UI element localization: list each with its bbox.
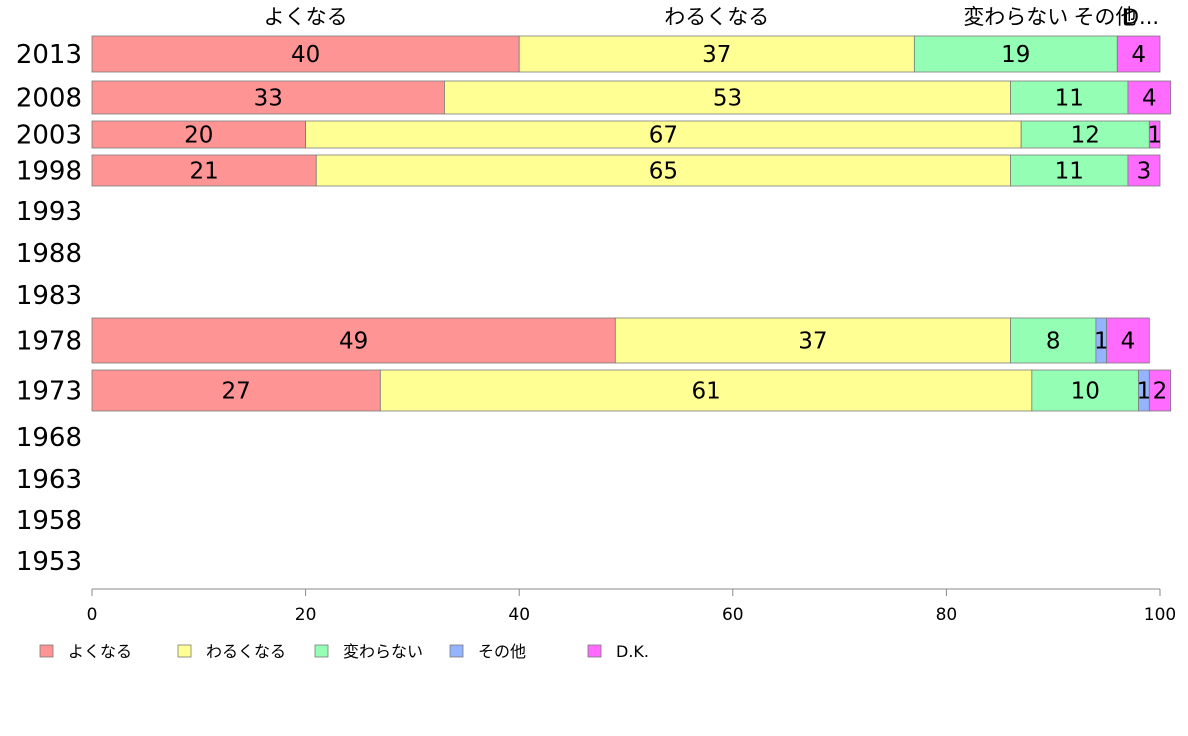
bar-segment [379,369,1033,412]
bar-segment [1010,317,1097,364]
bar-value-label: 4 [1131,42,1146,68]
bar-value-label: 53 [713,86,742,112]
year-label: 1988 [16,239,82,269]
bar-value-label: 1 [1094,329,1109,355]
bar-segment [1010,154,1129,187]
year-label: 1968 [16,423,82,453]
year-label: 1998 [16,157,82,187]
bar-segment [91,317,616,364]
top-category-label: わるくなる [664,5,769,29]
bar-segment [1127,154,1161,187]
x-tick-label: 0 [87,605,98,625]
x-tick-label: 40 [508,605,530,625]
year-label: 1973 [16,377,82,407]
year-label: 2013 [16,40,82,70]
year-label: 1978 [16,327,82,357]
bar-segment [91,154,317,187]
bar-value-label: 11 [1055,159,1084,185]
top-category-label: 変わらない [963,5,1068,29]
bar-value-label: 67 [649,123,678,149]
bar-segment [518,35,915,73]
legend-swatch [449,644,464,658]
bar-value-label: 1 [1137,379,1152,405]
legend-label: 変わらない [343,642,423,661]
legend-label: その他 [478,642,526,661]
bar-value-label: 49 [339,329,368,355]
bar-value-label: 65 [649,159,678,185]
top-category-label: その他 [1074,5,1137,29]
year-label: 1993 [16,197,82,227]
bar-value-label: 40 [291,42,320,68]
bar-segment [91,120,307,149]
legend-swatch [314,644,329,658]
bar-segment [1148,369,1172,412]
bar-value-label: 1 [1147,123,1162,149]
bar-segment [1020,120,1150,149]
bar-value-label: 4 [1142,86,1157,112]
legend-swatch [39,644,54,658]
bar-segment [1031,369,1140,412]
bar-value-label: 10 [1071,379,1100,405]
bar-value-label: 2 [1153,379,1168,405]
legend-label: わるくなる [206,642,286,661]
year-label: 2003 [16,121,82,151]
bar-segment [444,80,1011,115]
bar-value-label: 19 [1001,42,1030,68]
bar-value-label: 20 [184,123,213,149]
bar-value-label: 21 [189,159,218,185]
x-tick-label: 80 [936,605,958,625]
legend-swatch [587,644,602,658]
bar-segment [91,35,520,73]
bar-value-label: 12 [1071,123,1100,149]
legend-label: D.K. [616,642,649,661]
legend-swatch [177,644,192,658]
year-label: 1953 [16,547,82,577]
bar-segment [1127,80,1172,115]
bar-value-label: 4 [1121,329,1136,355]
year-label: 2008 [16,84,82,114]
bar-value-label: 27 [222,379,251,405]
top-category-label: よくなる [264,5,348,29]
bar-value-label: 37 [798,329,827,355]
bar-segment [1010,80,1129,115]
x-tick-label: 20 [295,605,317,625]
bar-segment [614,317,1011,364]
bar-segment [913,35,1118,73]
bar-segment [1106,317,1150,364]
x-tick-label: 60 [722,605,744,625]
bar-value-label: 8 [1046,329,1061,355]
bar-segment [1116,35,1161,73]
bar-segment [305,120,1022,149]
bar-value-label: 61 [691,379,720,405]
bar-value-label: 11 [1055,86,1084,112]
bar-segment [1148,120,1161,149]
bar-segment [91,80,445,115]
year-label: 1983 [16,281,82,311]
top-category-label: D... [1123,5,1159,29]
bar-value-label: 33 [254,86,283,112]
year-label: 1958 [16,506,82,536]
bar-value-label: 3 [1137,159,1152,185]
x-tick-label: 100 [1144,605,1176,625]
bar-segment [91,369,381,412]
year-label: 1963 [16,465,82,495]
bar-value-label: 37 [702,42,731,68]
legend-label: よくなる [68,642,132,661]
